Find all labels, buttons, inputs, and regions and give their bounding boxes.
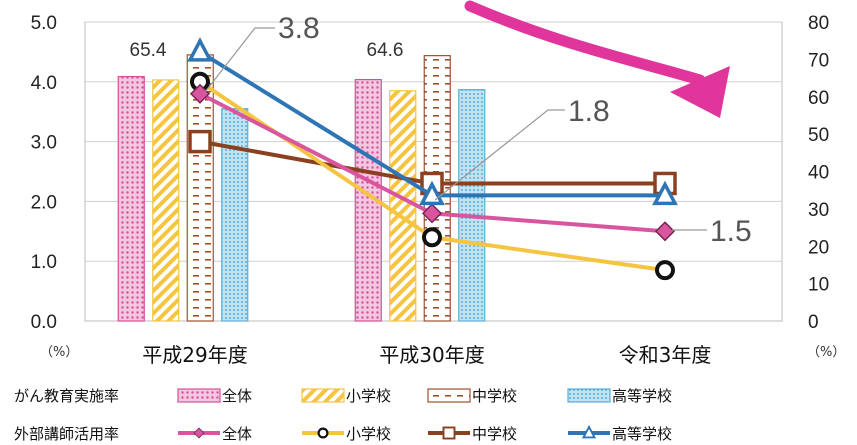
legend-swatch bbox=[427, 388, 471, 403]
leader-line bbox=[204, 27, 275, 93]
data-label: 65.4 bbox=[130, 40, 167, 61]
legend-marker bbox=[317, 427, 329, 439]
marker-高等学校 bbox=[652, 180, 678, 206]
legend-label: 高等学校 bbox=[612, 425, 672, 443]
legend-swatch bbox=[567, 388, 611, 403]
right-axis-tick: 50 bbox=[808, 125, 829, 146]
data-label: 64.6 bbox=[367, 40, 404, 61]
data-label: 1.5 bbox=[710, 215, 752, 248]
marker-小学校 bbox=[655, 260, 675, 281]
legend-marker-group bbox=[317, 427, 329, 439]
legend-label: 小学校 bbox=[346, 387, 391, 405]
legend-label: 中学校 bbox=[472, 425, 517, 443]
legend-marker-group bbox=[581, 424, 597, 439]
right-axis-tick: 60 bbox=[808, 88, 829, 109]
right-axis-tick: 80 bbox=[808, 13, 829, 34]
legend-group-label: がん教育実施率 bbox=[14, 387, 119, 405]
right-axis-tick: 0 bbox=[808, 312, 819, 333]
legend-swatch bbox=[301, 388, 345, 403]
right-axis-tick: 20 bbox=[808, 237, 829, 258]
legend-label: 全体 bbox=[222, 387, 252, 405]
marker-小学校 bbox=[422, 227, 442, 248]
marker-全体 bbox=[654, 221, 676, 242]
category-label: 令和3年度 bbox=[619, 343, 712, 367]
marker-全体 bbox=[421, 203, 443, 224]
bar-全体 bbox=[117, 75, 145, 322]
bar-高等学校 bbox=[458, 89, 486, 322]
legend-label: 中学校 bbox=[472, 387, 517, 405]
right-axis-tick: 40 bbox=[808, 163, 829, 184]
category-label: 平成30年度 bbox=[379, 343, 484, 367]
right-axis-tick: 70 bbox=[808, 50, 829, 71]
bar-小学校 bbox=[389, 90, 417, 322]
trend-arrow-shaft bbox=[464, 0, 706, 86]
left-axis-tick: 2.0 bbox=[31, 192, 57, 213]
left-axis-tick: 3.0 bbox=[31, 133, 57, 154]
legend-label: 小学校 bbox=[346, 425, 391, 443]
legend-group-label: 外部講師活用率 bbox=[14, 425, 119, 443]
right-axis-unit: （%） bbox=[807, 345, 845, 360]
marker-高等学校 bbox=[187, 37, 213, 62]
legend-marker bbox=[442, 426, 456, 440]
left-axis-tick: 0.0 bbox=[31, 312, 57, 333]
legend-marker-group bbox=[442, 426, 456, 440]
trend-arrow-head bbox=[670, 66, 730, 118]
legend-label: 高等学校 bbox=[612, 387, 672, 405]
legend-marker-group bbox=[193, 427, 205, 439]
leader-line bbox=[434, 109, 565, 201]
right-axis-tick: 30 bbox=[808, 200, 829, 221]
left-axis-tick: 1.0 bbox=[31, 252, 57, 273]
marker-中学校 bbox=[188, 129, 212, 154]
legend-label: 全体 bbox=[222, 425, 252, 443]
legend-marker bbox=[193, 427, 205, 439]
legend-marker bbox=[581, 424, 597, 439]
left-axis-tick: 4.0 bbox=[31, 73, 57, 94]
category-label: 平成29年度 bbox=[142, 343, 247, 367]
bar-小学校 bbox=[152, 79, 180, 322]
data-label: 1.8 bbox=[568, 95, 610, 128]
plot-area: 0.0 1.0 2.0 3.0 4.0 5.0 0 10 20 30 40 50 60 70 80 （%） （%… bbox=[31, 0, 845, 367]
right-axis-tick: 10 bbox=[808, 275, 829, 296]
data-label: 3.8 bbox=[278, 12, 320, 45]
left-axis-unit: （%） bbox=[40, 345, 78, 360]
bar-高等学校 bbox=[221, 108, 249, 322]
legend-swatch bbox=[177, 388, 221, 403]
left-axis-tick: 5.0 bbox=[31, 13, 57, 34]
